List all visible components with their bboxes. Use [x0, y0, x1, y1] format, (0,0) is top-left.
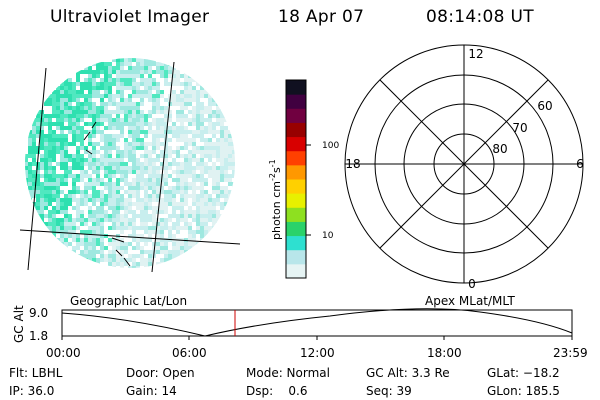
colorbar-segment	[286, 235, 306, 251]
x-tick-1200: 12:00	[300, 346, 335, 360]
glat-info: GLat: −18.2	[487, 366, 560, 380]
y-tick-1-8: 1.8	[29, 329, 49, 343]
x-tick-0000: 00:00	[46, 346, 81, 360]
geo-grid-lines	[19, 61, 241, 273]
dsp-info: Dsp: 0.6	[246, 384, 308, 398]
glon-info: GLon: 185.5	[487, 384, 560, 398]
geo-caption: Geographic Lat/Lon	[70, 294, 188, 308]
lat-label-60: 60	[537, 99, 552, 113]
lat-label-80: 80	[492, 142, 507, 156]
x-tick-1800: 18:00	[427, 346, 462, 360]
colorbar	[285, 79, 307, 279]
polar-grid	[344, 44, 584, 284]
lat-label-70: 70	[512, 121, 527, 135]
gc-alt-info: GC Alt: 3.3 Re	[366, 366, 450, 380]
colorbar-segment	[286, 221, 306, 237]
colorbar-frame	[285, 79, 307, 279]
auroral-image	[25, 58, 235, 268]
timeline-axis-label: GC Alt	[12, 305, 26, 343]
filter-info: Flt: LBHL	[9, 366, 63, 380]
colorbar-segment	[286, 179, 306, 194]
apex-caption: Apex MLat/MLT	[425, 294, 515, 308]
mlt-label-0: 0	[468, 277, 476, 291]
colorbar-segment	[286, 108, 306, 123]
mlt-label-6: 6	[576, 157, 584, 171]
colorbar-segment	[286, 150, 306, 166]
instrument-title: Ultraviolet Imager	[50, 7, 210, 27]
colorbar-tick-10: 10	[322, 231, 334, 241]
y-tick-9: 9.0	[29, 306, 49, 320]
colorbar-segment	[286, 249, 306, 265]
colorbar-segment	[286, 94, 306, 109]
colorbar-label: photon cm-2s-1	[268, 159, 283, 240]
mode-info: Mode: Normal	[246, 366, 330, 380]
colorbar-segment	[286, 263, 306, 279]
colorbar-segment	[286, 136, 306, 152]
ip-info: IP: 36.0	[9, 384, 55, 398]
colorbar-segment	[286, 164, 306, 180]
mlt-label-12: 12	[468, 47, 483, 61]
colorbar-segment	[286, 122, 306, 138]
date-label: 18 Apr 07	[278, 7, 365, 27]
x-tick-0600: 06:00	[172, 346, 207, 360]
gain-info: Gain: 14	[126, 384, 177, 398]
door-info: Door: Open	[126, 366, 195, 380]
x-tick-2359: 23:59	[553, 346, 588, 360]
colorbar-tick-100: 100	[322, 141, 339, 151]
colorbar-segment	[286, 193, 306, 208]
mlt-label-18: 18	[345, 157, 360, 171]
colorbar-segment	[286, 80, 306, 95]
colorbar-segment	[286, 207, 306, 222]
time-label: 08:14:08 UT	[426, 7, 534, 27]
seq-info: Seq: 39	[366, 384, 412, 398]
altitude-curve	[61, 308, 573, 337]
